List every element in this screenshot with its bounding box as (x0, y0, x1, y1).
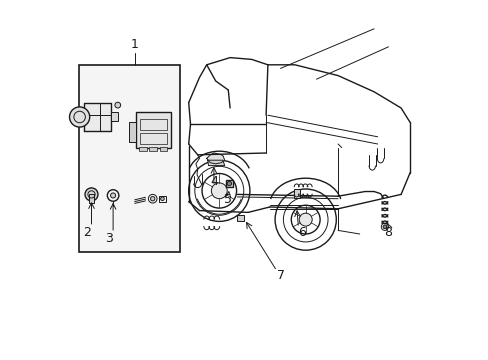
Bar (88, 194, 94, 203)
Bar (225, 180, 232, 187)
Text: 5: 5 (224, 193, 232, 206)
Circle shape (227, 181, 231, 186)
Circle shape (211, 183, 227, 199)
Text: 1: 1 (130, 39, 139, 51)
Text: 8: 8 (384, 226, 392, 239)
Bar (237, 215, 244, 221)
Text: 6: 6 (298, 226, 305, 239)
Polygon shape (84, 103, 111, 131)
Text: 2: 2 (82, 226, 91, 239)
Circle shape (69, 107, 89, 127)
Bar (159, 147, 166, 151)
Bar (111, 112, 118, 121)
Polygon shape (207, 160, 224, 166)
Bar (136, 112, 170, 148)
Circle shape (110, 193, 115, 198)
Bar (140, 133, 167, 144)
Bar (159, 196, 166, 202)
Circle shape (115, 102, 121, 108)
Bar (140, 119, 167, 130)
Bar (79, 65, 179, 252)
Circle shape (299, 213, 311, 226)
Circle shape (160, 197, 164, 201)
Text: 3: 3 (105, 232, 113, 245)
Bar (139, 147, 146, 151)
Circle shape (150, 197, 155, 201)
Bar (149, 147, 156, 151)
Circle shape (382, 225, 386, 229)
Circle shape (85, 188, 98, 201)
Text: 7: 7 (276, 269, 284, 282)
Text: 4: 4 (209, 175, 217, 188)
Polygon shape (206, 153, 224, 164)
Bar (128, 122, 136, 142)
Bar (294, 189, 299, 198)
